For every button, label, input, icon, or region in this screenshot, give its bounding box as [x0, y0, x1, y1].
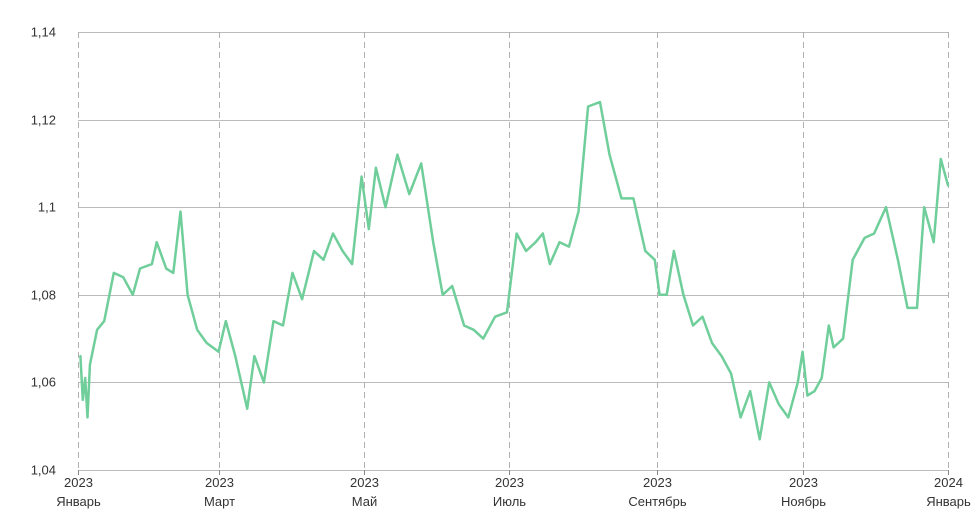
- x-tick-year: 2023: [643, 475, 672, 490]
- x-tick-year: 2023: [789, 475, 818, 490]
- y-tick-label: 1,14: [31, 25, 56, 40]
- x-axis-tick-labels: 2023 Январь 2023 Март 2023 Май 2023 Июль 2023 Сен…: [56, 475, 971, 509]
- x-tick-year: 2023: [495, 475, 524, 490]
- x-tick-month: Май: [352, 494, 377, 509]
- y-tick-label: 1,08: [31, 288, 56, 303]
- x-tick-month: Июль: [493, 494, 526, 509]
- x-tick-month: Январь: [56, 494, 101, 509]
- y-tick-label: 1,12: [31, 113, 56, 128]
- y-tick-label: 1,06: [31, 375, 56, 390]
- series-line: [79, 100, 950, 441]
- x-tick-month: Сентябрь: [628, 494, 686, 509]
- x-tick-year: 2023: [205, 475, 234, 490]
- horizontal-gridlines: [78, 32, 948, 471]
- y-axis-tick-labels: 1,04 1,06 1,08 1,1 1,12 1,14: [31, 25, 56, 478]
- x-tick-month: Март: [204, 494, 235, 509]
- x-tick-year: 2023: [350, 475, 379, 490]
- x-tick-month: Ноябрь: [781, 494, 826, 509]
- y-tick-label: 1,04: [31, 463, 56, 478]
- vertical-gridlines: [78, 32, 949, 475]
- x-tick-year: 2023: [64, 475, 93, 490]
- x-tick-month: Январь: [926, 494, 971, 509]
- series-lines: [79, 100, 950, 441]
- x-tick-year: 2024: [934, 475, 963, 490]
- y-tick-label: 1,1: [38, 200, 56, 215]
